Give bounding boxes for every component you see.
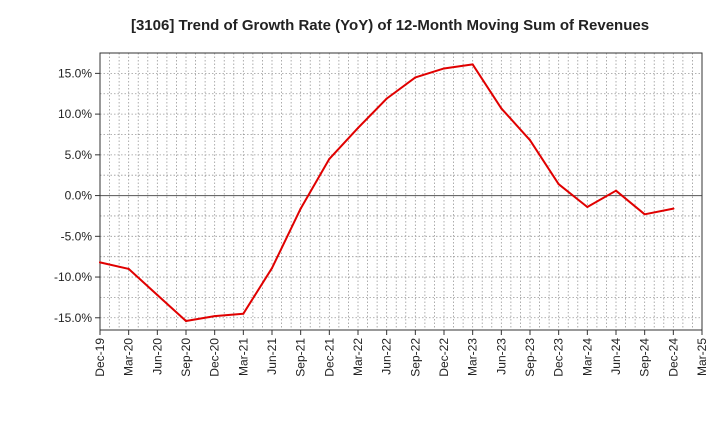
data-point	[127, 267, 130, 270]
y-tick-label: -5.0%	[61, 229, 93, 243]
data-point	[529, 139, 531, 142]
plot-frame	[99, 52, 703, 331]
data-point	[385, 97, 388, 100]
data-point	[672, 207, 675, 210]
x-tick-label: Jun-20	[150, 338, 164, 375]
data-point	[213, 315, 216, 318]
x-tick-label: Dec-23	[552, 338, 566, 377]
data-point	[271, 267, 273, 270]
y-tick-label: -10.0%	[54, 270, 92, 284]
grid	[100, 52, 702, 330]
data-point	[328, 157, 331, 160]
data-point	[99, 261, 101, 264]
x-tick-label: Dec-22	[437, 338, 451, 377]
x-tick-label: Sep-24	[638, 338, 652, 377]
x-tick-label: Jun-22	[380, 338, 394, 375]
data-point	[156, 293, 159, 296]
x-tick-label: Mar-21	[236, 338, 250, 376]
x-tick-label: Dec-24	[666, 338, 680, 377]
x-tick-label: Sep-23	[523, 338, 537, 377]
x-tick-label: Mar-20	[122, 338, 136, 376]
x-tick-label: Dec-20	[208, 338, 222, 377]
x-tick-label: Dec-21	[322, 338, 336, 377]
y-tick-label: 0.0%	[65, 189, 93, 203]
y-axis-ticks: 15.0% 10.0% 5.0% 0.0% -5.0% -10.0% -15.0%	[54, 66, 100, 325]
axes	[99, 52, 703, 331]
data-point	[443, 67, 445, 70]
data-point	[586, 205, 589, 208]
x-tick-label: Sep-20	[179, 338, 193, 377]
x-tick-label: Sep-21	[294, 338, 308, 377]
x-tick-label: Mar-24	[580, 338, 594, 376]
y-tick-label: -15.0%	[54, 311, 92, 325]
data-point	[185, 320, 187, 323]
data-point	[471, 63, 474, 66]
x-axis-ticks: Dec-19 Mar-20 Jun-20 Sep-20 Dec-20 Mar-21 Jun-…	[93, 330, 709, 377]
x-tick-label: Jun-24	[609, 338, 623, 375]
y-tick-label: 15.0%	[58, 66, 92, 80]
series-layer	[99, 63, 675, 323]
data-point	[615, 189, 617, 192]
x-tick-label: Mar-23	[466, 338, 480, 376]
x-tick-label: Jun-23	[494, 338, 508, 375]
chart-title: [3106] Trend of Growth Rate (YoY) of 12-…	[131, 17, 649, 34]
data-point	[357, 126, 359, 129]
x-tick-label: Dec-19	[93, 338, 107, 377]
data-point	[414, 76, 417, 79]
x-tick-label: Sep-22	[408, 338, 422, 377]
data-point	[643, 213, 646, 216]
data-point	[557, 183, 560, 186]
x-tick-label: Mar-22	[351, 338, 365, 376]
data-point	[242, 312, 245, 315]
data-point	[299, 207, 302, 210]
data-point	[500, 107, 503, 110]
x-tick-label: Mar-25	[695, 338, 709, 376]
y-tick-label: 5.0%	[65, 148, 93, 162]
x-tick-label: Jun-21	[265, 338, 279, 375]
y-tick-label: 10.0%	[58, 107, 92, 121]
